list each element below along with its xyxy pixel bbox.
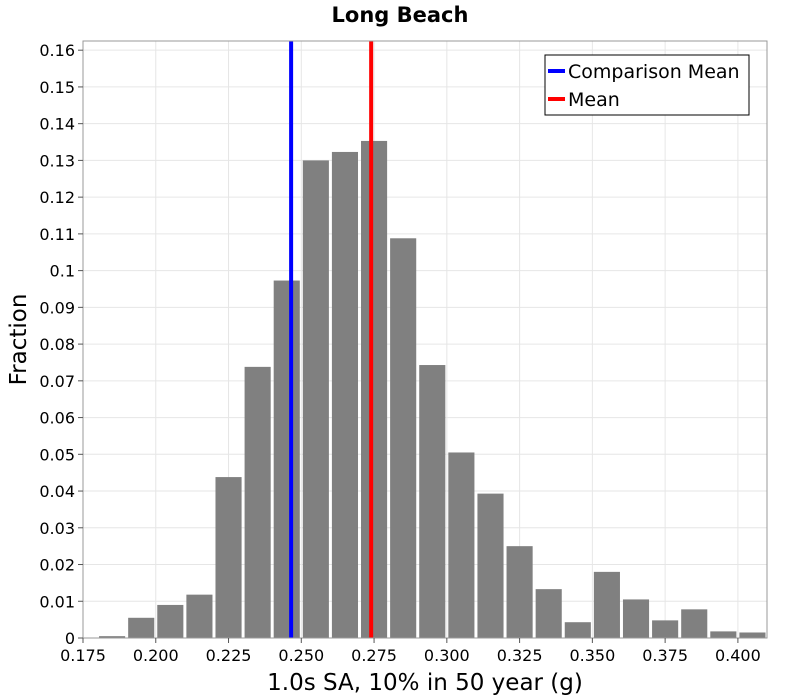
x-tick-label: 0.350 <box>569 646 615 665</box>
y-tick-label: 0.03 <box>39 519 75 538</box>
histogram-bar <box>564 622 591 638</box>
histogram-bar <box>710 631 737 638</box>
histogram-bar <box>622 599 650 638</box>
histogram-bar <box>593 571 620 638</box>
y-tick-label: 0.12 <box>39 188 75 207</box>
bars <box>99 140 766 639</box>
x-tick-label: 0.400 <box>715 646 761 665</box>
y-axis-ticks: 0 0.01 0.02 0.03 0.04 0.05 0.06 0.07 0.08 0.09 0.1… <box>39 41 83 648</box>
x-tick-label: 0.250 <box>278 646 324 665</box>
x-tick-label: 0.375 <box>642 646 688 665</box>
x-tick-label: 0.225 <box>206 646 252 665</box>
x-tick-label: 0.325 <box>497 646 543 665</box>
histogram-bar <box>390 238 417 639</box>
y-tick-label: 0.05 <box>39 445 75 464</box>
x-tick-label: 0.200 <box>133 646 179 665</box>
legend-box <box>544 54 750 116</box>
y-tick-label: 0.09 <box>39 298 75 317</box>
histogram-bar <box>681 609 708 638</box>
plot-frame <box>82 40 768 639</box>
histogram-bar <box>331 151 359 639</box>
reference-lines <box>289 41 374 638</box>
histogram-bar <box>448 452 475 638</box>
y-axis-title: Fraction <box>6 294 32 386</box>
histogram-bar <box>739 632 766 638</box>
y-tick-label: 0.02 <box>39 556 75 575</box>
histogram-bar <box>477 493 504 638</box>
y-tick-label: 0.13 <box>39 151 75 170</box>
legend-label: Mean <box>568 89 620 111</box>
chart-title: Long Beach <box>332 3 469 27</box>
x-axis-ticks: 0.175 0.200 0.225 0.250 0.275 0.300 0.325 0.350… <box>60 638 761 665</box>
histogram-bar <box>99 636 126 638</box>
y-tick-label: 0.15 <box>39 78 75 97</box>
histogram-bar <box>273 280 300 638</box>
histogram-bar <box>419 365 446 638</box>
y-tick-label: 0.14 <box>39 115 75 134</box>
histogram-bar <box>361 140 388 638</box>
histogram-bar <box>128 617 155 638</box>
x-tick-label: 0.275 <box>351 646 397 665</box>
histogram-bar <box>652 620 679 638</box>
legend: Comparison Mean Mean <box>544 54 750 116</box>
x-tick-label: 0.300 <box>424 646 470 665</box>
y-tick-label: 0.1 <box>50 262 75 281</box>
histogram-bar <box>244 366 271 638</box>
y-tick-label: 0.06 <box>39 409 75 428</box>
y-tick-label: 0.04 <box>39 482 75 501</box>
y-tick-label: 0.11 <box>39 225 75 244</box>
histogram-bar <box>506 546 533 638</box>
y-tick-label: 0.01 <box>39 592 75 611</box>
legend-label: Comparison Mean <box>568 61 740 83</box>
y-tick-label: 0 <box>65 629 75 648</box>
histogram-bar <box>186 594 213 638</box>
histogram-bar <box>535 589 562 638</box>
y-tick-label: 0.07 <box>39 372 75 391</box>
x-tick-label: 0.175 <box>60 646 106 665</box>
histogram-bar <box>157 604 184 638</box>
histogram-bar <box>215 477 242 638</box>
histogram-bar <box>302 160 329 638</box>
y-tick-label: 0.08 <box>39 335 75 354</box>
x-axis-title: 1.0s SA, 10% in 50 year (g) <box>267 670 583 696</box>
y-tick-label: 0.16 <box>39 41 75 60</box>
